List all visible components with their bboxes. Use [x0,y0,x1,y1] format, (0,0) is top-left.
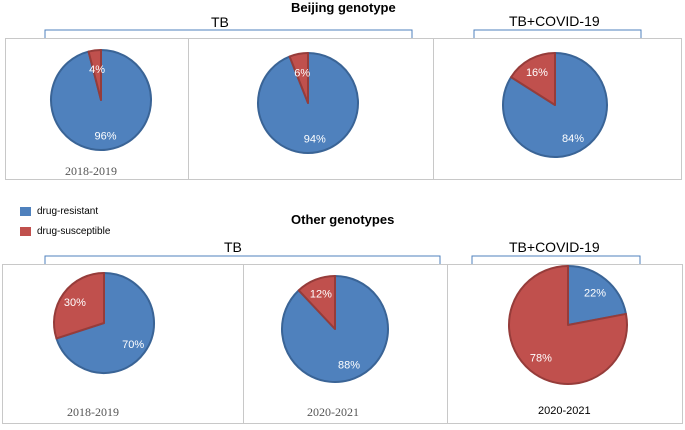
legend-swatch-susceptible [20,227,31,236]
data-label: 78% [530,353,552,365]
slice-drug-resistant [55,272,155,374]
beijing-tbcovid-label: TB+COVID-19 [509,13,600,29]
legend-item-susceptible: drug-susceptible [20,226,110,237]
slice-drug-susceptible [288,52,309,104]
legend-label-susceptible: drug-susceptible [37,226,111,237]
data-label: 22% [584,287,606,299]
data-label: 12% [310,289,332,301]
beijing-tb-label: TB [211,14,229,30]
slice-drug-susceptible [53,272,105,340]
other-section-title: Other genotypes [291,212,395,227]
pie-chart: 96% 4% [50,49,152,151]
year-label: 2020-2021 [538,405,591,417]
data-label: 96% [94,131,116,143]
other-tb-label: TB [224,239,242,255]
pie-chart: 94% 6% [257,52,359,154]
data-label: 30% [64,297,86,309]
slice-drug-susceptible [87,49,102,101]
data-label: 16% [526,67,548,79]
beijing-section-title: Beijing genotype [291,0,396,15]
other-tbcovid-panel: 22% 78% 2020-2021 [447,264,683,424]
other-tb-2020-panel: 88% 12% 2020-2021 [243,264,448,424]
slice-drug-susceptible [297,275,336,330]
year-label: 2020-2021 [307,405,359,419]
data-label: 88% [338,359,360,371]
pie-chart: 70% 30% [53,272,155,374]
year-label: 2018-2019 [67,405,119,419]
slice-drug-resistant [502,52,608,158]
data-label: 4% [89,64,105,76]
other-tb-2018-panel: 70% 30% 2018-2019 [2,264,244,424]
beijing-tb-2018-panel: 96% 4% 2018-2019 [5,38,189,180]
other-tbcovid-label: TB+COVID-19 [509,239,600,255]
year-label: 2018-2019 [65,164,117,178]
legend-label-resistant: drug-resistant [37,206,99,217]
beijing-tbcovid-panel: 84% 16% [433,38,682,180]
beijing-tbcovid-bracket [473,29,642,40]
pie-chart: 84% 16% [502,52,608,158]
other-tb-bracket [44,255,441,265]
legend-swatch-resistant [20,207,31,216]
slice-drug-susceptible [510,52,556,106]
legend-item-resistant: drug-resistant [20,206,98,217]
slice-drug-susceptible [508,265,628,385]
beijing-tb-bracket [44,29,413,40]
data-label: 70% [122,339,144,351]
slice-drug-resistant [567,265,627,326]
data-label: 94% [304,133,326,145]
data-label: 6% [294,68,310,80]
beijing-tb-panel: 94% 6% [188,38,434,180]
other-tbcovid-bracket [471,255,641,265]
pie-chart: 22% 78% [508,265,628,385]
pie-chart: 88% 12% [281,275,389,383]
data-label: 84% [562,133,584,145]
